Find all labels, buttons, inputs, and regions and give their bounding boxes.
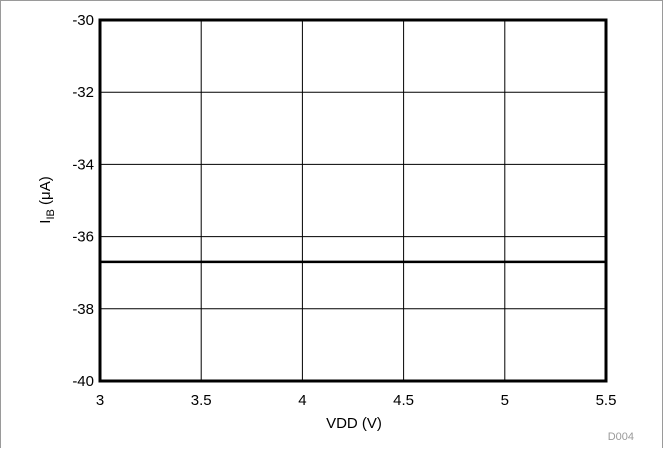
x-tick-label: 3.5	[191, 392, 212, 409]
y-tick-label: -36	[72, 229, 94, 246]
y-axis-title: IIB (μA)	[37, 176, 57, 223]
y-tick-label: -30	[72, 12, 94, 29]
x-tick-label: 4	[298, 392, 306, 409]
y-tick-label: -34	[72, 156, 94, 173]
x-tick-label: 5.5	[596, 392, 617, 409]
y-tick-label: -38	[72, 301, 94, 318]
y-tick-label: -40	[72, 373, 94, 390]
x-tick-labels: 3 3.5 4 4.5 5 5.5	[96, 392, 617, 409]
x-tick-label: 5	[501, 392, 509, 409]
grid-lines	[99, 19, 607, 382]
y-axis-title-subscript: IB	[45, 209, 57, 219]
x-tick-label: 4.5	[393, 392, 414, 409]
figure-code: D004	[608, 431, 634, 443]
figure-frame-left-edge	[0, 0, 1, 448]
plot-area-border	[98, 18, 608, 383]
x-axis-title: VDD (V)	[326, 415, 382, 432]
y-axis-title-main: I	[37, 220, 54, 224]
y-axis-title-unit: (μA)	[37, 176, 54, 209]
y-tick-labels: -30 -32 -34 -36 -38 -40	[72, 12, 94, 390]
y-tick-label: -32	[72, 84, 94, 101]
x-tick-label: 3	[96, 392, 104, 409]
